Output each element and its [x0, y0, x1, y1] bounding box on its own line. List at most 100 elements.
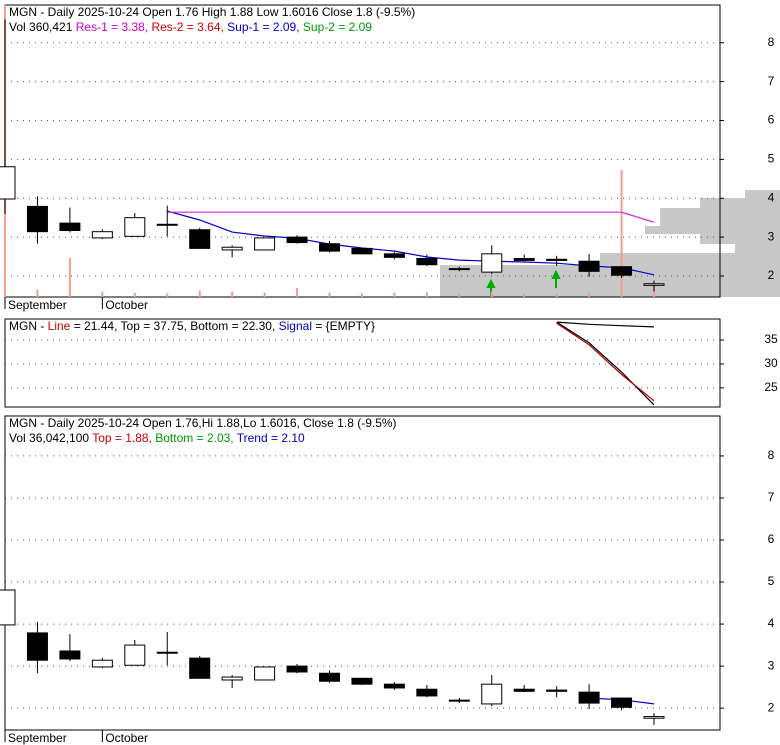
candle-body	[156, 651, 178, 654]
candle-body	[221, 676, 243, 681]
legend-text: Bottom = 2.03,	[155, 431, 237, 445]
candle-body	[286, 665, 308, 673]
candle-body	[546, 258, 568, 261]
candle-body	[156, 223, 178, 226]
x-tick-label: September	[8, 298, 67, 312]
vbp-bar	[600, 253, 780, 265]
volume-bar	[166, 293, 169, 297]
y-tick-label: 2	[768, 700, 775, 714]
volume-bar	[198, 290, 201, 297]
y-tick-label: 8	[768, 35, 775, 49]
legend-text: Res-2 = 3.64,	[151, 20, 227, 34]
candle-body	[189, 657, 211, 679]
legend-text: = 21.44, Top = 37.75, Bottom = 22.30,	[70, 319, 278, 333]
legend-text: Line	[48, 319, 71, 333]
volume-bar	[458, 293, 461, 297]
vbp-bar	[645, 226, 780, 234]
volume-bar	[36, 289, 39, 297]
candle-body	[319, 672, 340, 682]
legend-text: Vol 36,042,100	[9, 431, 92, 445]
candle-body	[643, 716, 665, 719]
candle-body	[416, 688, 438, 697]
candle-body	[351, 247, 373, 255]
y-tick-label: 7	[768, 74, 775, 88]
volume-bar	[101, 291, 104, 297]
volume-bar	[523, 293, 526, 297]
candle-body	[26, 205, 48, 233]
candle-body	[254, 237, 276, 251]
candle-body	[383, 683, 405, 689]
y-tick-label: 4	[768, 616, 775, 630]
indicator-line	[556, 321, 655, 328]
indicator-panel	[4, 318, 721, 408]
candle-body	[124, 644, 146, 666]
volume-bar	[425, 292, 428, 297]
y-tick-label: 35	[764, 332, 778, 346]
legend-line: MGN - Line = 21.44, Top = 37.75, Bottom …	[9, 319, 375, 333]
y-tick-label: 2	[768, 268, 775, 282]
candle-body	[59, 222, 81, 232]
candle-body	[124, 217, 146, 237]
volume-bar	[231, 291, 234, 297]
candle-body	[189, 229, 211, 249]
candle-body	[513, 688, 535, 692]
legend-line: Vol 360,421 Res-1 = 3.38, Res-2 = 3.64, …	[9, 20, 372, 34]
y-tick-label: 7	[768, 490, 775, 504]
candle-body	[59, 650, 81, 660]
candle-body	[481, 253, 503, 273]
candle-body	[481, 683, 503, 705]
y-tick-label: 6	[768, 532, 775, 546]
candle-body	[91, 659, 113, 668]
candle-body	[0, 589, 16, 626]
volume-bar	[68, 257, 71, 297]
candle-body	[221, 246, 243, 251]
volume-bar	[393, 292, 396, 297]
vbp-bar	[745, 190, 780, 198]
y-tick-label: 5	[768, 574, 775, 588]
y-tick-label: 4	[768, 190, 775, 204]
legend-line: Vol 36,042,100 Top = 1.88, Bottom = 2.03…	[9, 431, 305, 445]
y-tick-label: 30	[764, 356, 778, 370]
y-tick-label: 6	[768, 113, 775, 127]
volume-bar	[296, 287, 299, 297]
y-tick-label: 8	[768, 448, 775, 462]
y-tick-label: 25	[764, 380, 778, 394]
vbp-bar	[700, 198, 780, 208]
indicator-line	[167, 210, 655, 276]
vbp-bar	[735, 244, 780, 253]
x-tick-label: October	[105, 298, 148, 312]
vbp-bar	[700, 234, 780, 244]
candle-body	[351, 677, 373, 685]
candle-body	[383, 253, 405, 258]
candle-body	[26, 632, 48, 661]
volume-bar	[620, 169, 623, 297]
candle-body	[91, 231, 113, 239]
legend-line: MGN - Daily 2025-10-24 Open 1.76 High 1.…	[9, 5, 415, 19]
indicator-line	[556, 322, 655, 402]
legend-text: Vol 360,421	[9, 20, 76, 34]
volume-bar	[328, 292, 331, 297]
y-tick-label: 5	[768, 152, 775, 166]
candle-body	[578, 260, 600, 272]
legend-text: Trend = 2.10	[237, 431, 305, 445]
candle-body	[286, 236, 308, 244]
candle-body	[513, 258, 535, 261]
legend-text: Sup-2 = 2.09	[303, 20, 372, 34]
volume-bar	[263, 292, 266, 297]
legend-text: Top = 1.88,	[92, 431, 155, 445]
candle-body	[611, 697, 633, 708]
legend-text: Res-1 = 3.38,	[76, 20, 152, 34]
legend-text: Sup-1 = 2.09,	[227, 20, 303, 34]
volume-bar	[555, 293, 558, 297]
volume-bar	[360, 293, 363, 297]
candle-body	[643, 283, 665, 286]
legend-line: MGN - Daily 2025-10-24 Open 1.76,Hi 1.88…	[9, 416, 397, 430]
legend-text: MGN -	[9, 319, 48, 333]
candle-body	[448, 268, 470, 271]
candle-body	[416, 258, 438, 266]
legend-text: = {EMPTY}	[312, 319, 375, 333]
indicator-line	[556, 321, 655, 406]
candle-body	[254, 666, 276, 681]
candle-body	[546, 689, 568, 692]
